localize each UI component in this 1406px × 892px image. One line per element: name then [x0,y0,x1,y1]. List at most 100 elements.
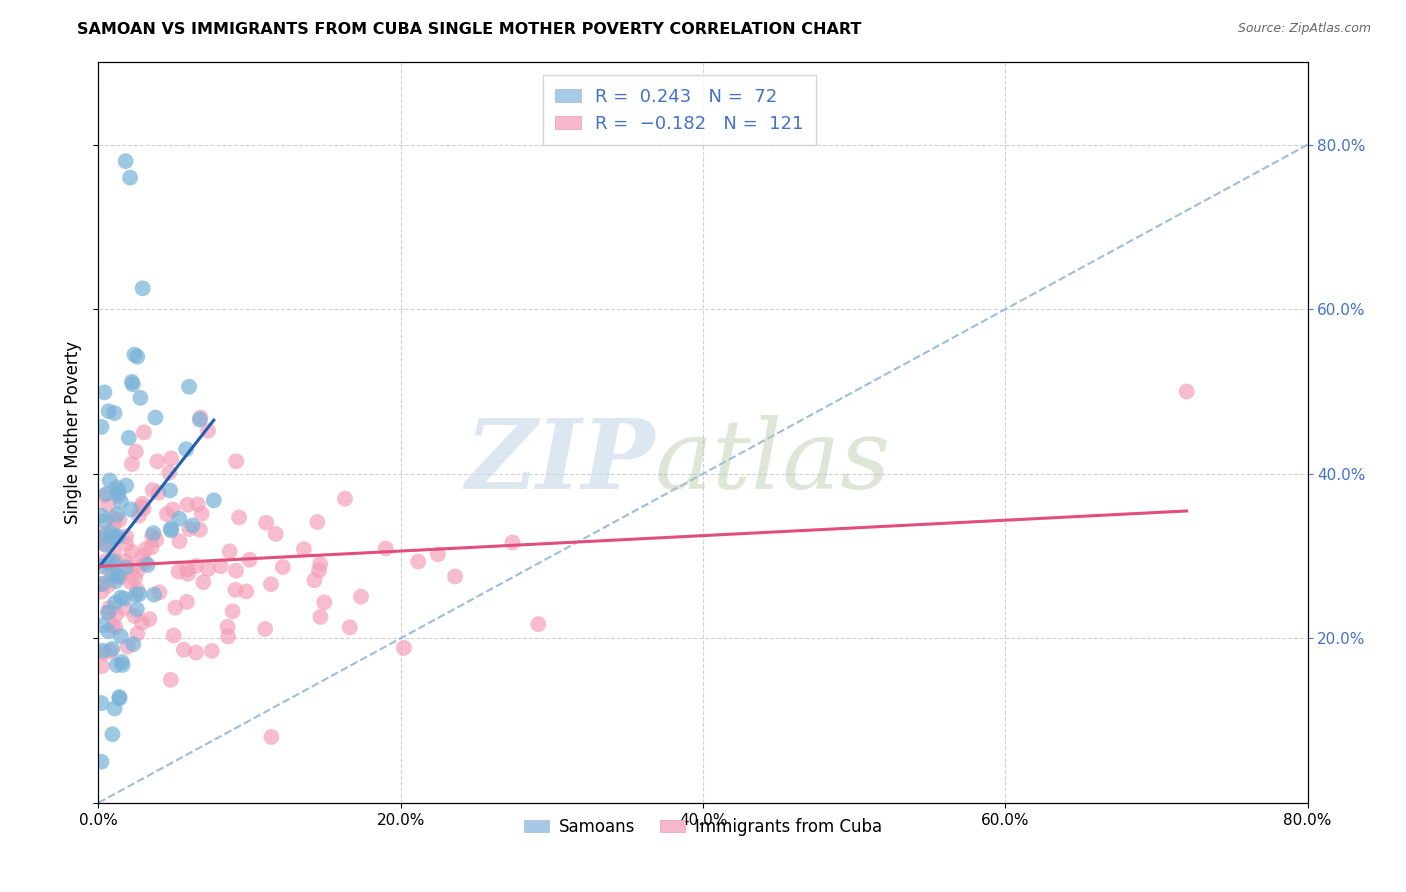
Point [142,526,165,541]
Point [202,493,225,508]
Point [145,533,167,547]
Point [225,564,247,578]
Point [131,500,153,514]
Point [314,595,336,609]
Point [309,557,332,571]
Point [138,612,160,626]
Point [142,483,165,498]
Point [98,601,121,615]
Point [179,522,201,536]
Point [91,643,114,657]
Point [254,622,277,636]
Point [100,526,122,541]
Point [217,620,239,634]
Point [93,532,115,546]
Point [117,640,139,654]
Point [159,673,181,687]
Point [169,534,191,549]
Point [162,502,184,516]
Point [104,574,127,588]
Point [129,391,152,405]
Point [93,489,115,503]
Point [98,563,121,577]
Point [308,564,330,578]
Point [115,478,138,492]
Point [177,380,200,394]
Point [114,560,136,574]
Point [104,531,127,545]
Point [225,454,247,468]
Point [110,629,132,643]
Point [90,419,112,434]
Point [108,513,131,527]
Point [187,497,209,511]
Point [134,556,156,570]
Point [125,602,148,616]
Point [97,533,120,547]
Point [90,508,112,523]
Point [118,431,141,445]
Point [184,646,207,660]
Point [160,451,183,466]
Point [93,385,115,400]
Point [181,518,204,533]
Point [120,170,142,185]
Point [108,570,131,584]
Point [127,583,149,598]
Point [115,537,138,551]
Point [91,618,114,632]
Point [188,523,211,537]
Text: SAMOAN VS IMMIGRANTS FROM CUBA SINGLE MOTHER POVERTY CORRELATION CHART: SAMOAN VS IMMIGRANTS FROM CUBA SINGLE MO… [77,22,862,37]
Point [527,617,550,632]
Point [114,154,136,169]
Point [190,410,212,425]
Point [93,576,115,591]
Y-axis label: Single Mother Poverty: Single Mother Poverty [65,341,83,524]
Point [103,406,125,420]
Point [98,474,121,488]
Point [392,640,415,655]
Point [254,516,277,530]
Point [104,530,127,544]
Point [184,559,207,574]
Point [108,691,131,706]
Point [94,538,117,552]
Point [333,491,356,506]
Point [111,658,134,673]
Point [217,630,239,644]
Point [90,584,112,599]
Point [96,487,118,501]
Point [165,600,187,615]
Point [103,544,125,558]
Point [96,528,118,542]
Point [91,533,114,547]
Point [90,577,112,591]
Point [235,584,257,599]
Point [121,457,143,471]
Point [90,696,112,710]
Point [193,575,215,590]
Point [103,516,125,531]
Point [97,404,120,418]
Point [94,514,117,528]
Point [444,569,467,583]
Point [125,588,148,602]
Point [111,655,134,669]
Point [122,560,145,574]
Point [176,562,198,576]
Point [112,591,135,606]
Point [304,573,326,587]
Point [169,511,191,525]
Point [97,624,120,639]
Point [167,565,190,579]
Point [94,554,117,568]
Point [115,529,138,543]
Point [90,755,112,769]
Point [174,442,197,457]
Point [148,585,170,599]
Point [201,644,224,658]
Point [97,606,120,620]
Point [127,564,149,578]
Point [127,350,149,364]
Point [218,544,240,558]
